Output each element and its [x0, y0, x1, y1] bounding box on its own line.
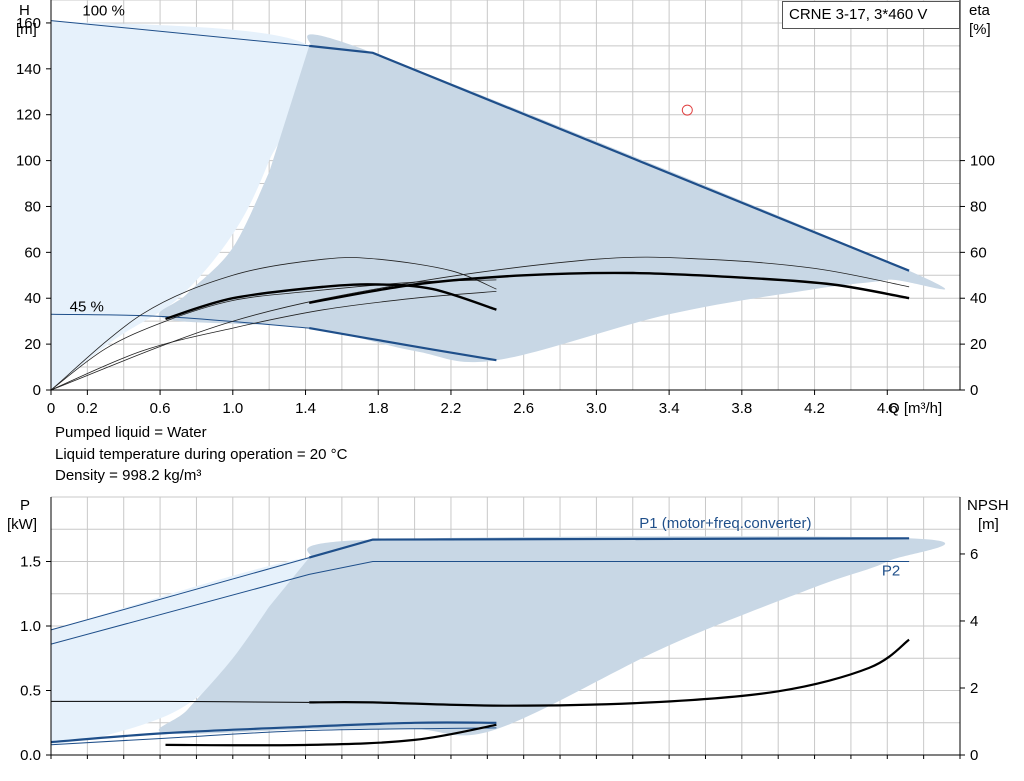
head-curve-45 [309, 327, 497, 362]
power-series-label: P2 [882, 563, 900, 580]
power-axis-title: P [20, 497, 30, 514]
x-tick-label: 4.2 [804, 400, 825, 417]
eta-y-tick-label: 0 [970, 382, 978, 399]
x-tick-label: 0.2 [77, 400, 98, 417]
power-y-tick-label: 0.0 [20, 747, 41, 764]
npsh-curve-45 [165, 723, 497, 747]
head-y-tick-label: 80 [24, 198, 41, 215]
head-y-tick-label: 100 [16, 153, 41, 170]
power-envelope-dark [158, 536, 946, 736]
eta-curve-eta-thin-2 [50, 256, 910, 391]
eta-curve-bold-1 [165, 283, 497, 321]
power-series-label: P1 (motor+freq.converter) [639, 515, 811, 532]
npsh-y-tick-label: 4 [970, 613, 978, 630]
x-tick-label: 2.6 [513, 400, 534, 417]
eta-y-tick-label: 40 [970, 290, 987, 307]
title-box: CRNE 3-17, 3*460 V [782, 1, 960, 29]
npsh-axis-unit: [m] [978, 516, 999, 533]
head-y-tick-label: 20 [24, 336, 41, 353]
npsh-y-tick-label: 2 [970, 680, 978, 697]
x-tick-label: 4.6 [877, 400, 898, 417]
head-curve-100 [309, 44, 910, 272]
head-y-tick-label: 140 [16, 61, 41, 78]
info-liquid-temperature: Liquid temperature during operation = 20… [55, 446, 348, 463]
npsh-y-tick-label: 0 [970, 747, 978, 764]
x-tick-label: 3.4 [659, 400, 680, 417]
eta-curve-eta-thin-4 [50, 291, 497, 391]
speed-label: 100 % [82, 2, 125, 19]
head-curve-45-low [50, 313, 310, 329]
x-tick-label: 1.4 [295, 400, 316, 417]
x-tick-label: 3.0 [586, 400, 607, 417]
eta-curve-eta-thin-1 [50, 257, 497, 391]
head-envelope-light [51, 20, 321, 390]
power-y-tick-label: 1.5 [20, 554, 41, 571]
npsh-axis-title: NPSH [967, 497, 1009, 514]
p1-curve-45 [50, 721, 497, 744]
head-y-tick-label: 120 [16, 107, 41, 124]
p1-curve-100-low [50, 557, 310, 631]
speed-label: 45 % [70, 298, 104, 315]
eta-axis-unit: [%] [969, 21, 991, 38]
eta-y-tick-label: 60 [970, 244, 987, 261]
info-pumped-liquid: Pumped liquid = Water [55, 424, 207, 441]
head-curve-100-low [50, 20, 310, 47]
npsh-curve [309, 638, 910, 707]
x-tick-label: 0 [47, 400, 55, 417]
p2-curve-45 [50, 727, 497, 746]
eta-curve-eta-thin-3 [50, 279, 497, 391]
x-tick-label: 3.8 [731, 400, 752, 417]
x-tick-label: 0.6 [150, 400, 171, 417]
npsh-curve-low-flow [50, 700, 310, 703]
eta-curve-bold-2 [308, 271, 910, 304]
power-axis-unit: [kW] [7, 516, 37, 533]
power-envelope-light [51, 557, 321, 745]
eta-y-tick-label: 80 [970, 198, 987, 215]
x-tick-label: 1.8 [368, 400, 389, 417]
x-tick-label: 1.0 [222, 400, 243, 417]
head-y-tick-label: 40 [24, 290, 41, 307]
eta-axis-title: eta [969, 2, 991, 19]
x-axis-label: Q [m³/h] [888, 400, 942, 417]
eta-y-tick-label: 20 [970, 336, 987, 353]
x-tick-label: 2.2 [441, 400, 462, 417]
head-axis-unit: [m] [16, 21, 37, 38]
head-axis-title: H [19, 2, 30, 19]
head-envelope-dark [158, 34, 946, 363]
head-y-tick-label: 160 [16, 15, 41, 32]
power-y-tick-label: 1.0 [20, 618, 41, 635]
eta-y-tick-label: 100 [970, 153, 995, 170]
duty-point-marker [681, 104, 693, 116]
npsh-y-tick-label: 6 [970, 546, 978, 563]
title-box-text: CRNE 3-17, 3*460 V [789, 6, 928, 23]
head-y-tick-label: 60 [24, 244, 41, 261]
head-y-tick-label: 0 [33, 382, 41, 399]
power-y-tick-label: 0.5 [20, 683, 41, 700]
p1-curve-100 [308, 537, 910, 559]
p2-curve-100 [50, 561, 910, 645]
info-density: Density = 998.2 kg/m³ [55, 467, 202, 484]
